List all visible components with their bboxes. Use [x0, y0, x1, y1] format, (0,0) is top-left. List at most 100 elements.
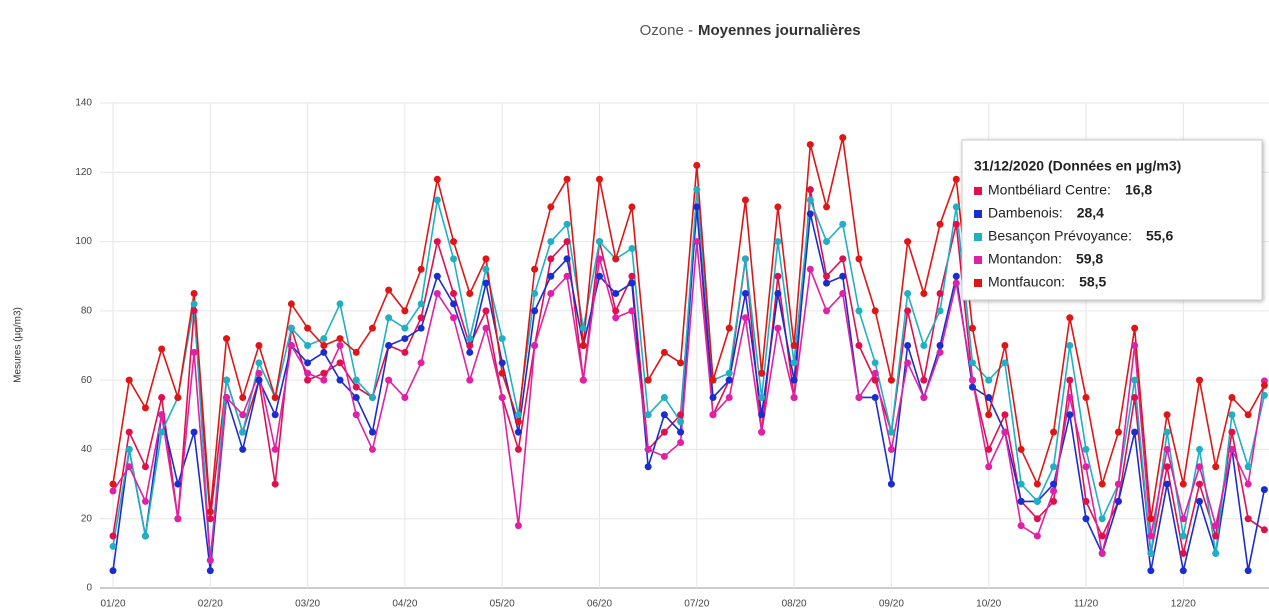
- data-point: [1131, 428, 1139, 436]
- data-point: [109, 480, 117, 488]
- data-point: [790, 376, 798, 384]
- data-point: [368, 445, 376, 453]
- data-point: [1001, 342, 1009, 349]
- data-point: [206, 508, 214, 516]
- data-point: [887, 428, 895, 436]
- data-point: [433, 272, 441, 280]
- data-point: [1082, 497, 1090, 505]
- data-point: [1260, 526, 1268, 534]
- data-point: [871, 393, 879, 401]
- data-point: [725, 393, 733, 401]
- x-tick-label: 11/20: [1074, 599, 1099, 610]
- data-point: [823, 272, 831, 280]
- data-point: [271, 411, 279, 419]
- data-point: [1098, 549, 1106, 557]
- data-point: [271, 445, 279, 453]
- data-point: [287, 342, 295, 349]
- data-point: [1017, 497, 1025, 505]
- data-point: [952, 203, 960, 211]
- data-point: [774, 272, 782, 280]
- data-point: [304, 324, 312, 332]
- data-point: [482, 279, 490, 287]
- data-point: [482, 255, 490, 263]
- data-point: [336, 342, 344, 349]
- series-line: [112, 241, 1266, 561]
- data-point: [514, 522, 522, 530]
- data-point: [871, 369, 879, 377]
- data-point: [1001, 411, 1009, 419]
- data-point: [547, 255, 555, 263]
- x-tick-label: 10/20: [976, 599, 1001, 610]
- data-point: [1244, 463, 1252, 471]
- data-point: [596, 238, 603, 246]
- legend-value: 16,8: [1125, 182, 1152, 198]
- data-point: [450, 300, 458, 308]
- data-point: [758, 428, 766, 436]
- data-point: [352, 376, 360, 384]
- data-point: [158, 345, 166, 353]
- data-point: [1244, 480, 1252, 488]
- data-point: [385, 286, 393, 294]
- data-point: [271, 393, 279, 401]
- data-point: [255, 369, 263, 377]
- data-point: [1179, 549, 1187, 557]
- data-point: [466, 376, 474, 384]
- x-tick-label: 04/20: [392, 599, 417, 610]
- data-point: [531, 342, 539, 349]
- data-point: [1212, 549, 1220, 557]
- data-point: [920, 290, 928, 298]
- data-point: [498, 369, 506, 377]
- data-point: [385, 376, 393, 384]
- data-point: [644, 463, 652, 471]
- data-point: [855, 342, 863, 349]
- data-point: [304, 376, 312, 384]
- data-point: [1066, 376, 1074, 384]
- data-point: [839, 290, 847, 298]
- data-point: [352, 411, 360, 419]
- data-point: [871, 307, 879, 315]
- data-point: [190, 290, 198, 298]
- data-point: [401, 335, 409, 343]
- data-point: [936, 220, 944, 228]
- data-point: [839, 255, 847, 263]
- data-point: [417, 265, 425, 273]
- data-point: [1163, 428, 1171, 436]
- data-point: [1228, 445, 1236, 453]
- data-point: [1212, 532, 1220, 540]
- data-point: [531, 290, 539, 298]
- data-point: [1050, 428, 1058, 436]
- data-point: [725, 376, 733, 384]
- y-tick-label: 40: [81, 444, 93, 455]
- data-point: [547, 203, 555, 211]
- data-point: [806, 186, 814, 194]
- data-point: [1066, 393, 1074, 401]
- data-point: [871, 359, 879, 367]
- data-point: [628, 203, 636, 211]
- data-point: [125, 445, 133, 453]
- data-point: [531, 265, 539, 273]
- data-point: [1131, 324, 1139, 332]
- data-point: [579, 342, 587, 349]
- data-point: [790, 359, 798, 367]
- data-point: [255, 359, 263, 367]
- data-point: [1017, 480, 1025, 488]
- data-point: [1098, 515, 1106, 523]
- data-point: [1260, 486, 1268, 494]
- data-point: [1131, 376, 1139, 384]
- y-tick-label: 60: [81, 375, 93, 386]
- data-point: [547, 290, 555, 298]
- data-point: [579, 324, 587, 332]
- data-point: [1001, 428, 1009, 436]
- title-prefix: Ozone -: [640, 22, 693, 39]
- data-point: [1131, 342, 1139, 349]
- data-point: [1147, 515, 1155, 523]
- data-point: [320, 369, 328, 377]
- data-point: [596, 175, 603, 183]
- data-point: [1050, 480, 1058, 488]
- data-point: [612, 255, 620, 263]
- data-point: [109, 532, 117, 540]
- data-point: [644, 411, 652, 419]
- data-point: [968, 359, 976, 367]
- data-point: [1228, 428, 1236, 436]
